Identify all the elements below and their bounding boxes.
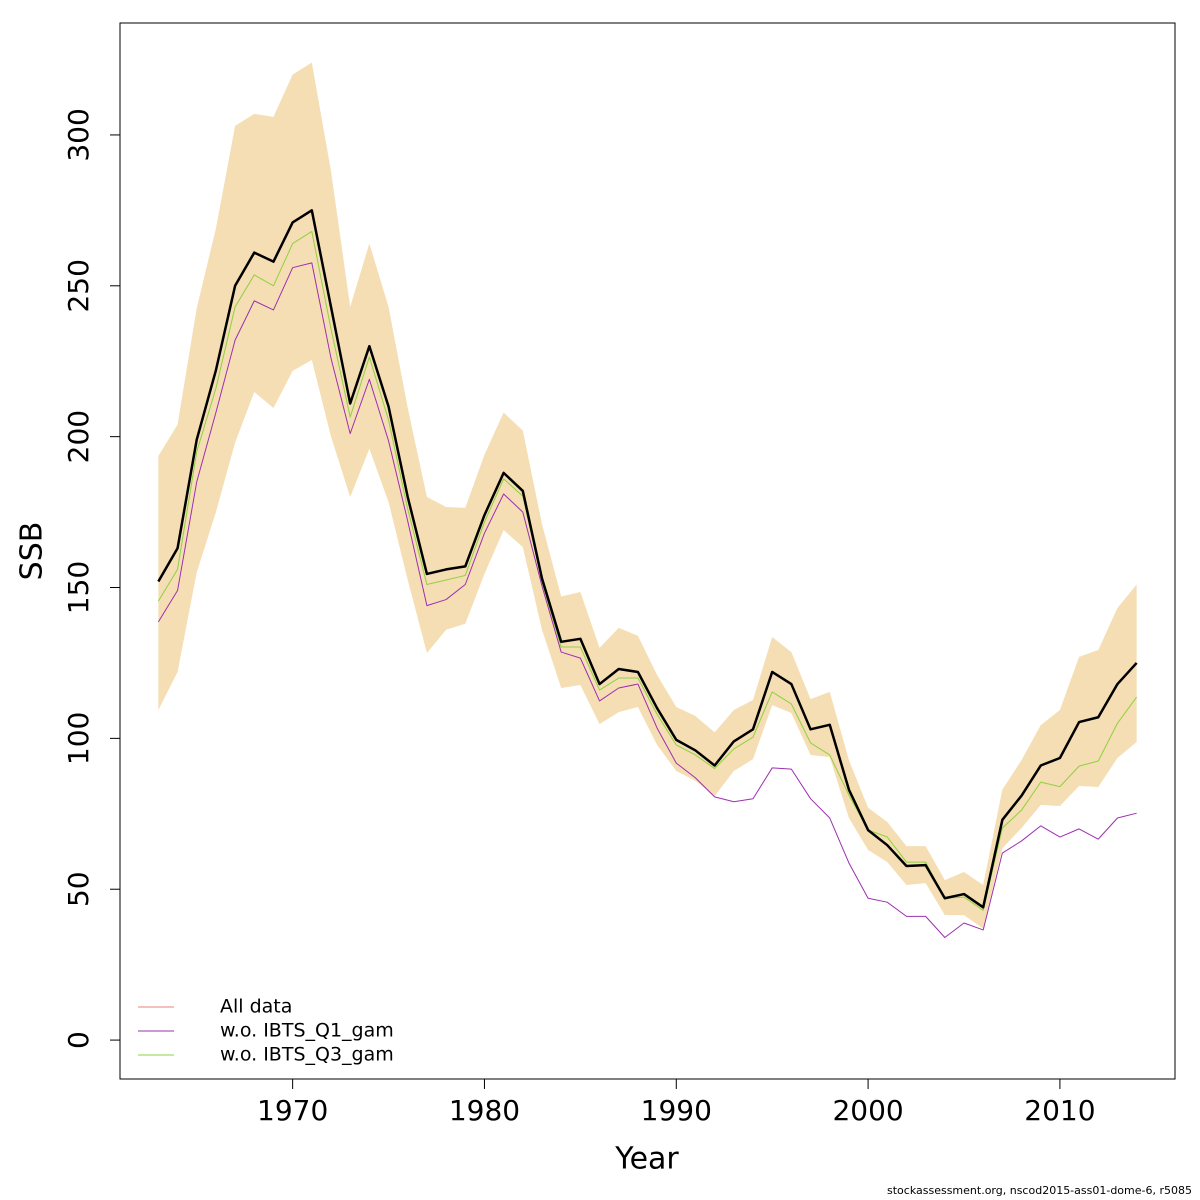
x-tick-label: 2010 — [1024, 1094, 1095, 1127]
x-tick-label: 2000 — [832, 1094, 903, 1127]
series-line — [157, 262, 1137, 938]
footnote: stockassessment.org, nscod2015-ass01-dom… — [887, 1184, 1192, 1197]
legend-label: All data — [220, 996, 292, 1018]
y-tick-label: 100 — [62, 712, 95, 765]
x-tick-label: 1990 — [641, 1094, 712, 1127]
x-tick-label: 1970 — [257, 1094, 328, 1127]
y-tick-label: 50 — [62, 871, 95, 907]
confidence-band — [158, 62, 1137, 929]
x-tick-label: 1980 — [449, 1094, 520, 1127]
legend-label: w.o. IBTS_Q3_gam — [220, 1044, 394, 1066]
legend-label: w.o. IBTS_Q1_gam — [220, 1020, 394, 1042]
plot-frame — [119, 22, 1176, 1080]
y-tick-label: 250 — [62, 259, 95, 312]
x-axis-title: Year — [614, 1142, 679, 1177]
y-axis-title: SSB — [15, 522, 50, 581]
y-tick-label: 0 — [62, 1031, 95, 1049]
y-tick-label: 150 — [62, 561, 95, 614]
y-tick-label: 200 — [62, 410, 95, 463]
y-tick-label: 300 — [62, 108, 95, 161]
series-line — [157, 230, 1138, 911]
series-line — [157, 209, 1138, 909]
